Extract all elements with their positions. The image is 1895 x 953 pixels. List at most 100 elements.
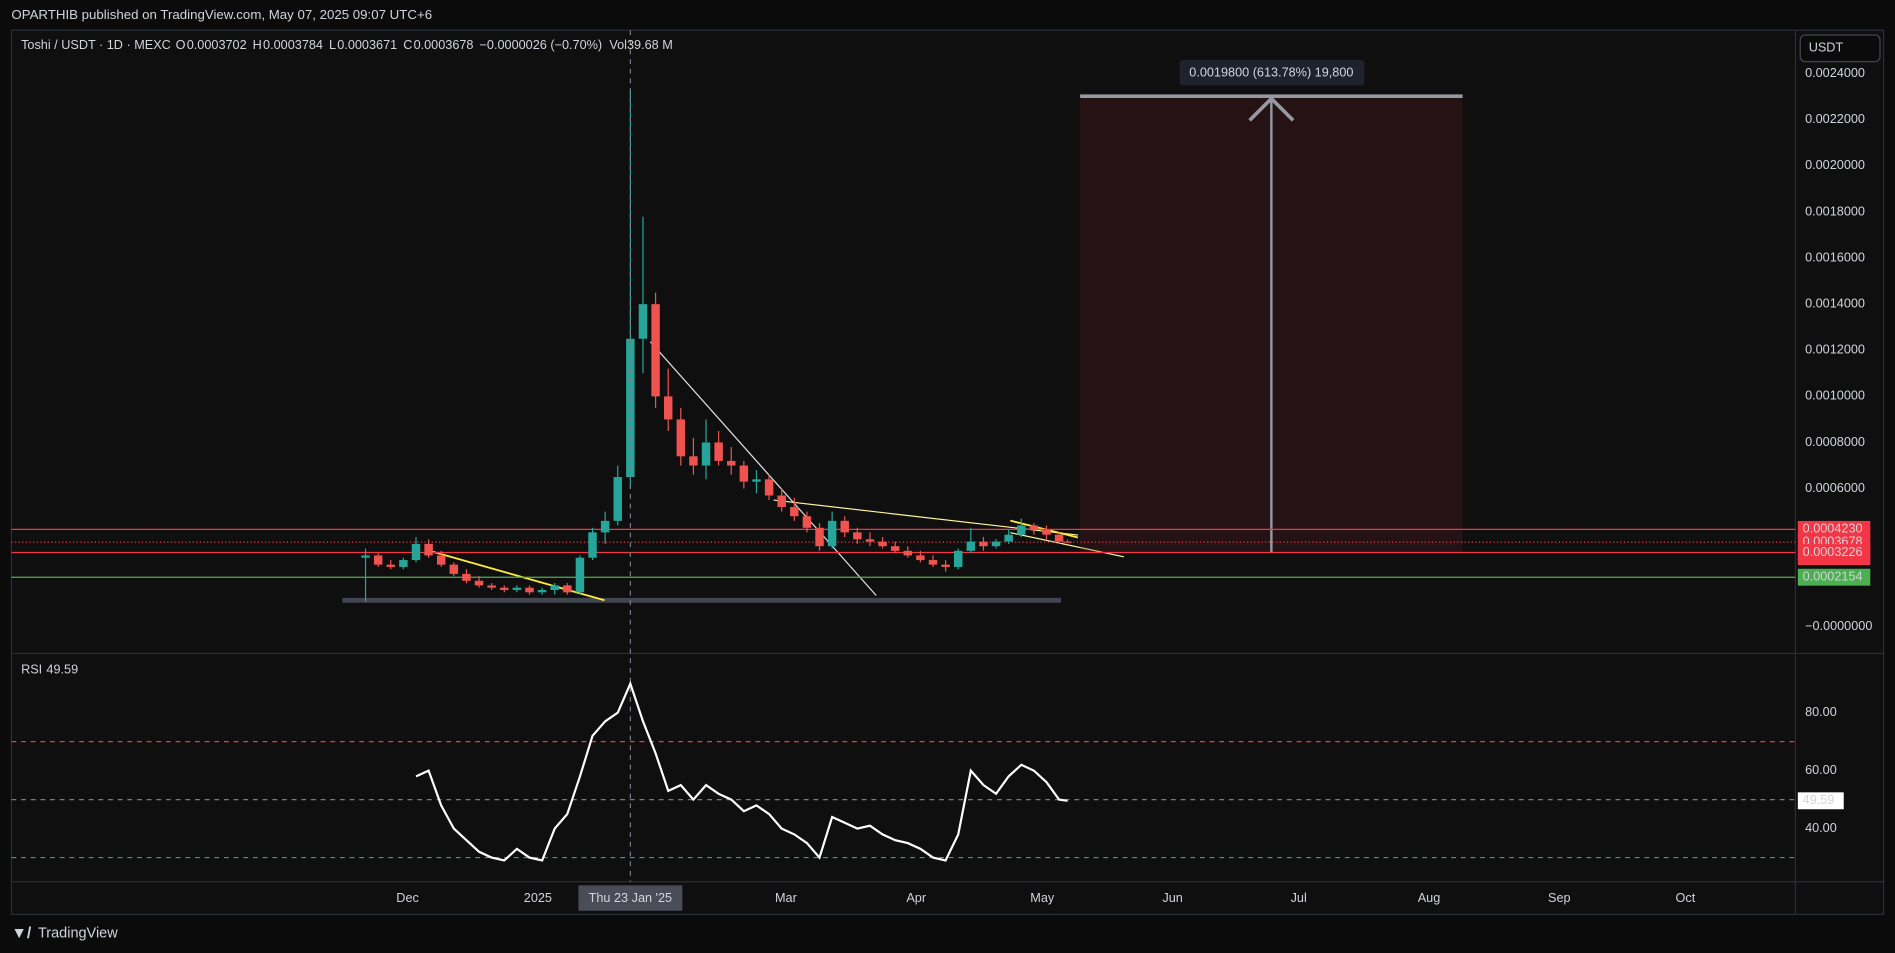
candle-body	[739, 465, 749, 482]
candle-body	[512, 587, 522, 590]
y-tick-label: 0.0012000	[1805, 343, 1865, 357]
y-tick-label: 60.00	[1805, 763, 1837, 777]
price-label-bg	[1797, 544, 1871, 561]
candle-body	[764, 479, 774, 496]
trendline	[429, 549, 605, 602]
candle-body	[449, 564, 459, 574]
y-tick-label: 0.0018000	[1805, 204, 1865, 218]
rsi-label: 49.59	[1803, 793, 1835, 807]
candle-body	[525, 587, 534, 593]
candle-body	[941, 564, 950, 567]
candle-body	[386, 564, 396, 567]
candle-body	[966, 541, 976, 551]
y-tick-label: 0.0014000	[1805, 297, 1865, 311]
candle-body	[638, 304, 648, 339]
candle-body	[399, 560, 408, 567]
candle-body	[537, 589, 547, 593]
candle-body	[1063, 541, 1072, 543]
candle-body	[890, 546, 900, 551]
measure-label-bg	[1179, 59, 1365, 86]
symbol[interactable]: Toshi / USDT · 1D · MEXC	[21, 38, 171, 52]
chart-frame	[10, 29, 1885, 915]
price-label: 0.0002154	[1803, 570, 1863, 584]
candle-body	[676, 419, 686, 457]
candle-body	[651, 304, 660, 397]
candle-body	[714, 442, 723, 461]
y-tick-label: 0.0020000	[1805, 158, 1865, 172]
y-tick-label: 0.0010000	[1805, 389, 1865, 403]
ohlc-value: 0.0003784	[263, 38, 323, 52]
candle-body	[500, 587, 509, 590]
volume-value: 39.68 M	[627, 38, 673, 52]
crosshair-label-bg	[578, 885, 683, 911]
y-tick-label: 0.0008000	[1805, 435, 1865, 449]
ohlc-key: O	[176, 38, 186, 52]
currency-button[interactable]	[1799, 34, 1881, 63]
x-tick-label: Sep	[1548, 891, 1571, 905]
candle-body	[1042, 530, 1051, 535]
price-label: 0.0003226	[1803, 545, 1863, 559]
candle-body	[373, 555, 383, 565]
x-tick-label: Oct	[1676, 891, 1696, 905]
price-label-bg	[1797, 568, 1871, 586]
candle-body	[991, 541, 1001, 547]
change: −0.0000026 (−0.70%)	[480, 38, 603, 52]
ohlc-key: L	[329, 38, 336, 52]
y-tick-label: 40.00	[1805, 821, 1837, 835]
candle-body	[689, 456, 698, 466]
y-tick-label: −0.0000000	[1805, 619, 1872, 633]
x-tick-label: May	[1030, 891, 1055, 905]
y-tick-label: 0.0016000	[1805, 250, 1865, 264]
candle-body	[979, 541, 988, 547]
candle-body	[474, 580, 484, 586]
candle-body	[928, 560, 938, 565]
brand[interactable]: ▼/	[11, 925, 32, 942]
published-info: OPARTHIB published on TradingView.com, M…	[11, 7, 432, 22]
arrow-head	[1248, 95, 1295, 122]
ohlc-value: 0.0003702	[187, 38, 247, 52]
candle-body	[916, 555, 925, 561]
legend: O 0.0003702 H 0.0003784 L 0.0003671 C 0.0003678…	[176, 38, 673, 52]
y-tick-label: 0.0024000	[1805, 66, 1865, 80]
ohlc-key: H	[253, 38, 262, 52]
ohlc-value: 0.0003678	[414, 38, 474, 52]
ohlc-key: C	[403, 38, 412, 52]
candle-body	[1004, 534, 1013, 542]
candle-body	[1054, 534, 1064, 542]
x-tick-label: Dec	[396, 891, 419, 905]
candle-body	[840, 520, 849, 533]
candle-body	[903, 550, 913, 556]
candle-body	[853, 532, 862, 540]
candle-body	[550, 585, 559, 590]
candle-body	[802, 516, 812, 528]
rsi-label-bg	[1797, 792, 1844, 810]
rsi-pane: RSI 49.59 80.00 60.00 40.00 49.59	[11, 663, 1844, 862]
candle-body	[487, 585, 496, 588]
x-tick-label: Jul	[1291, 891, 1307, 905]
candle-body	[1017, 525, 1026, 535]
price-label-bg	[1797, 520, 1871, 538]
candle-body	[790, 507, 799, 517]
ohlc-value: 0.0003671	[337, 38, 397, 52]
candle-body	[424, 543, 433, 556]
indicator-title: RSI	[21, 663, 42, 677]
candle-body	[953, 550, 963, 567]
candle-body	[462, 573, 471, 581]
rsi-line	[415, 680, 1068, 862]
candle-body	[815, 527, 824, 547]
currency-label[interactable]: USDT	[1809, 41, 1844, 55]
trendline	[649, 341, 877, 596]
x-tick-label: 2025	[524, 891, 552, 905]
y-tick-label: 80.00	[1805, 705, 1837, 719]
candle-body	[727, 460, 736, 466]
brand-name[interactable]: TradingView	[38, 926, 118, 942]
candle-body	[436, 555, 446, 565]
candle-body	[701, 442, 711, 466]
candle-body	[575, 557, 585, 593]
candle-body	[1029, 525, 1039, 531]
x-tick-label: Jun	[1162, 891, 1182, 905]
measure-label: 0.0019800 (613.78%) 19,800	[1189, 66, 1353, 80]
candle-body	[878, 541, 887, 547]
